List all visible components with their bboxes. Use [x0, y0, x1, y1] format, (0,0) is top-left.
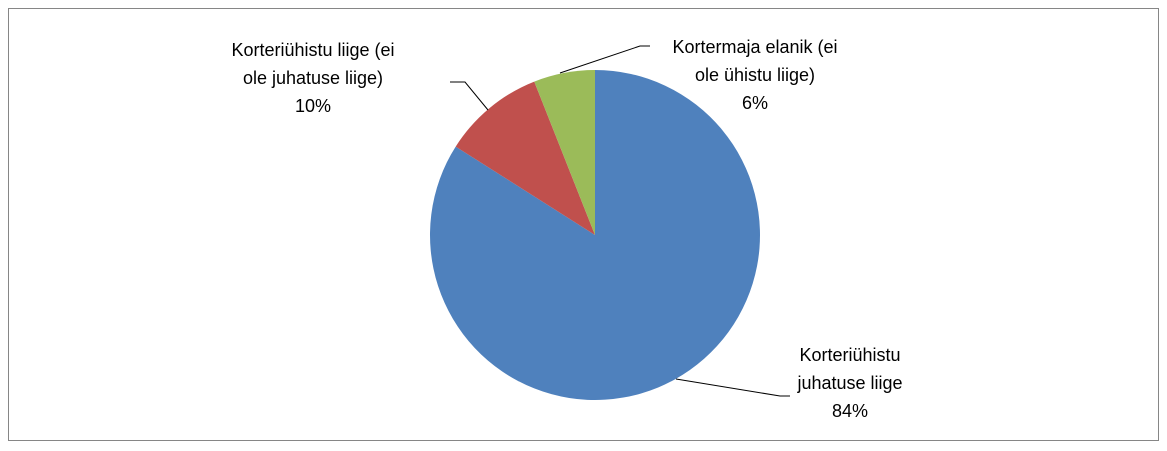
category-label: Korteriühistu juhatuse liige [797, 345, 903, 393]
pie-slice [455, 81, 595, 235]
slice-label: Kortermaja elanik (ei ole ühistu liige) … [669, 33, 841, 117]
pie-slice [534, 70, 595, 235]
slices [429, 70, 760, 400]
value-label: 6% [741, 93, 768, 113]
slice-label: Korteriühistu juhatuse liige 84% [775, 341, 925, 425]
leader-line [559, 45, 650, 74]
leader-line [675, 378, 790, 397]
category-label: Korteriühistu liige (ei ole juhatuse lii… [231, 40, 395, 88]
slice-label: Korteriühistu liige (ei ole juhatuse lii… [227, 36, 399, 120]
leader-line [450, 81, 489, 111]
value-label: 10% [294, 96, 332, 116]
category-label: Kortermaja elanik (ei ole ühistu liige) [672, 37, 838, 85]
value-label: 84% [831, 401, 869, 421]
